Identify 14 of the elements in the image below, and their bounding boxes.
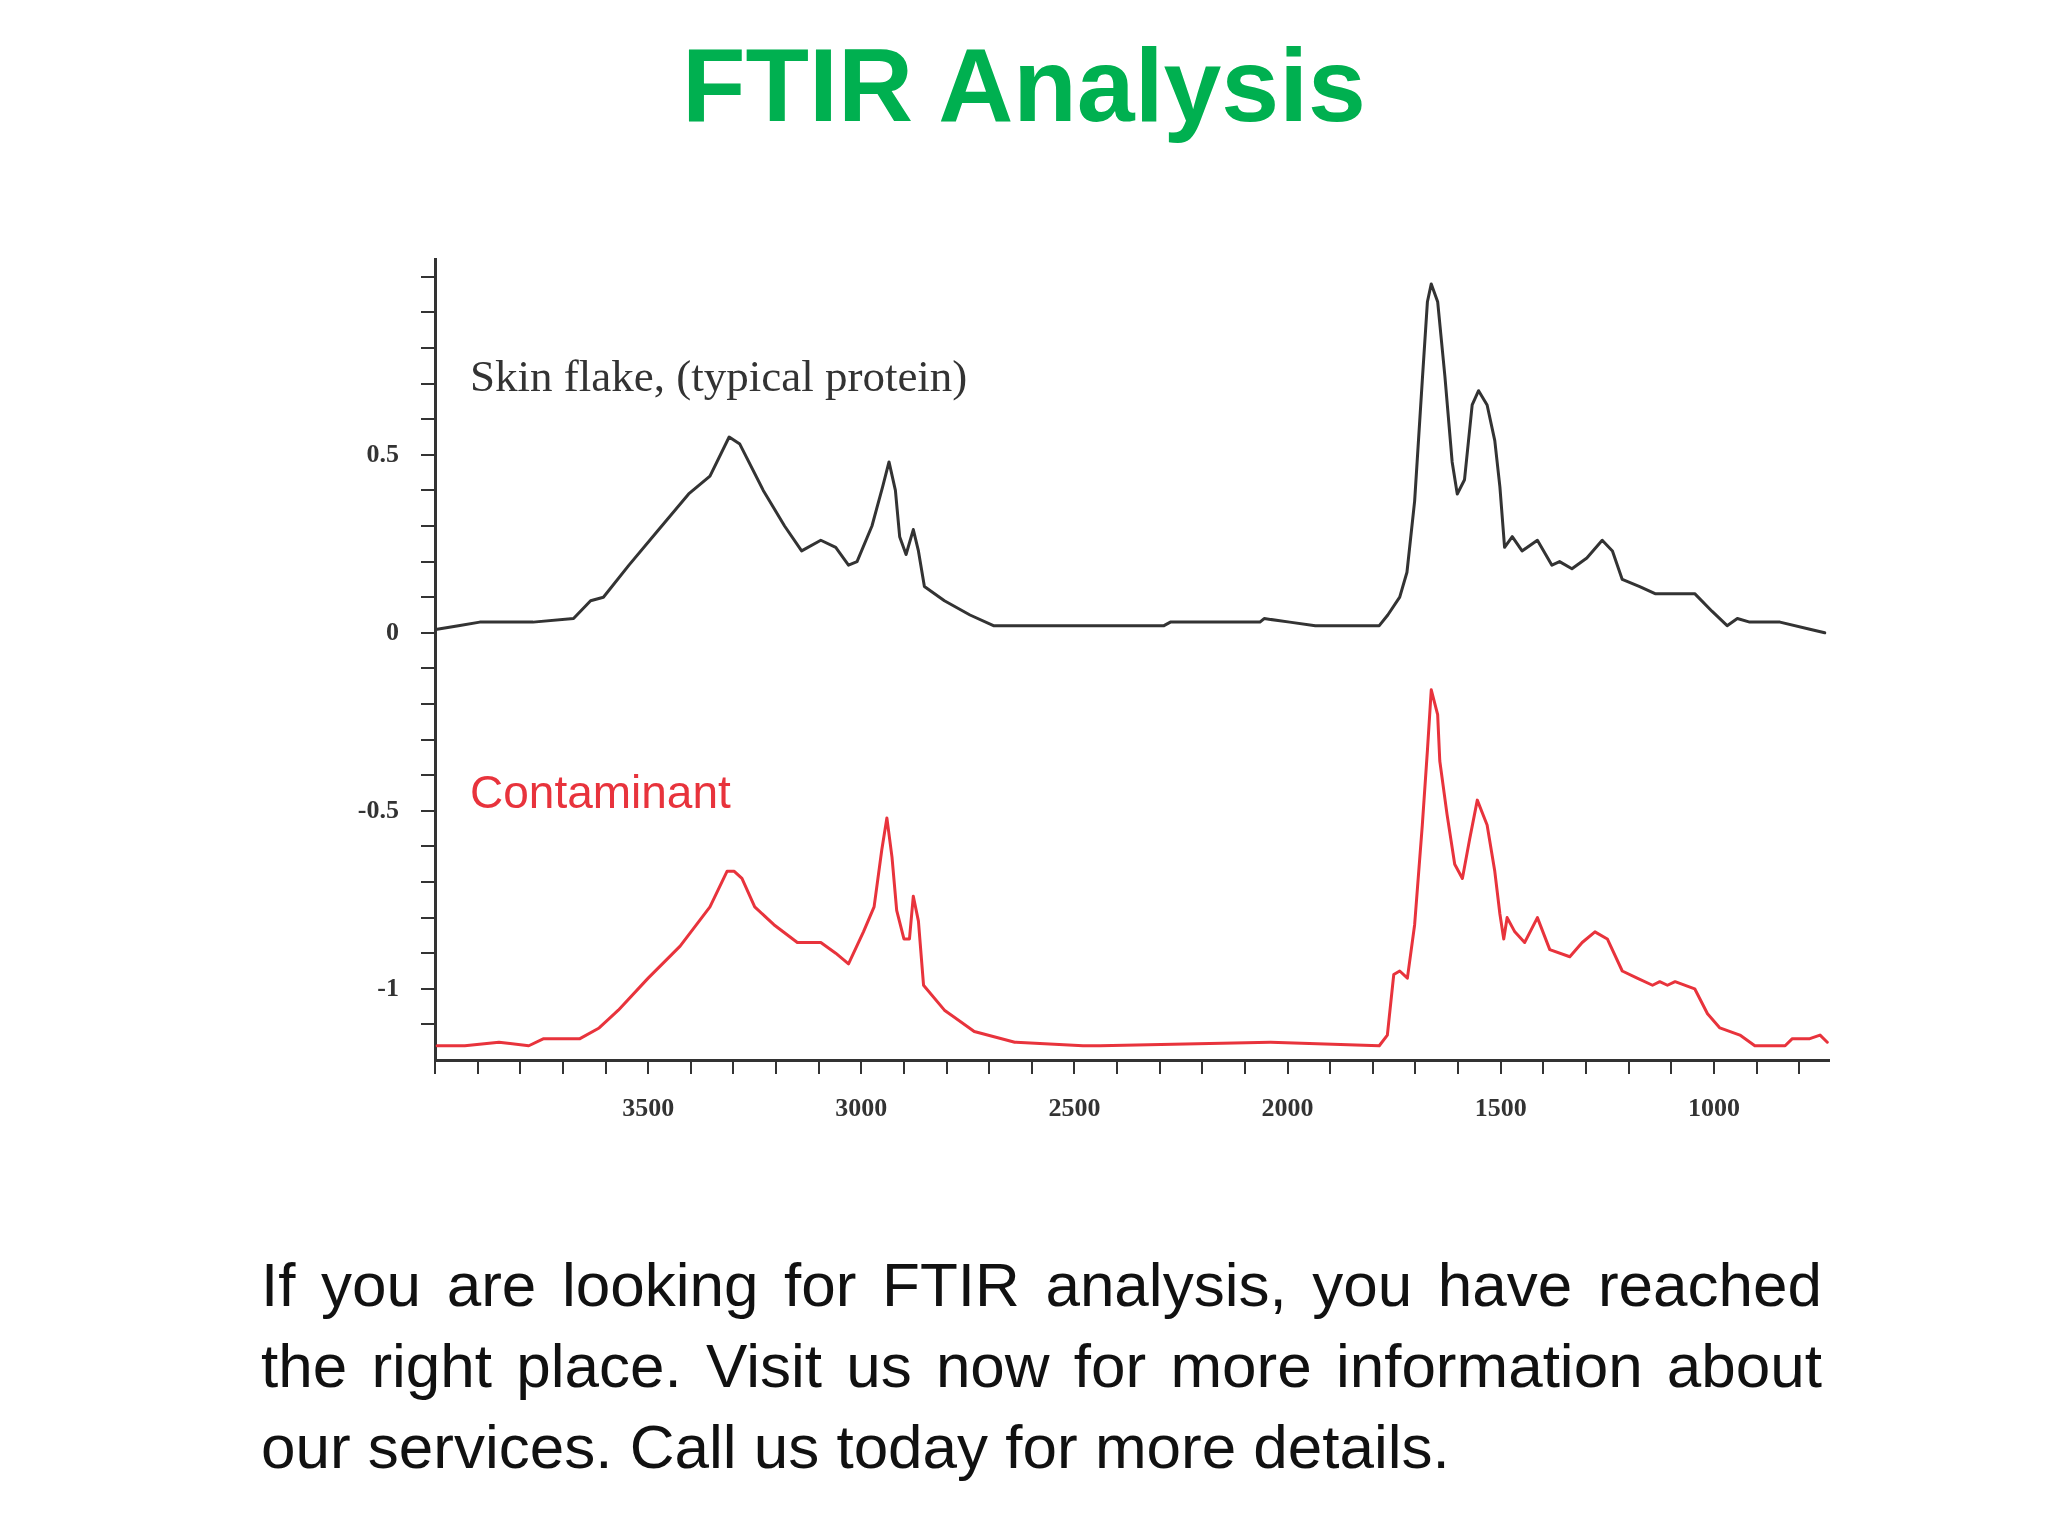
x-tick-label: 3000 (835, 1093, 888, 1123)
y-tick-label: 0 (386, 616, 399, 646)
series-label: Skin flake, (typical protein) (470, 351, 968, 402)
chart-title: FTIR Analysis (681, 27, 1367, 143)
x-tick-label: 3500 (622, 1093, 675, 1123)
x-tick-label: 2500 (1048, 1093, 1101, 1123)
y-tick-label: -1 (377, 972, 399, 1002)
y-tick-label: -0.5 (357, 794, 399, 824)
y-tick-label: 0.5 (366, 438, 399, 468)
series-label: Contaminant (470, 766, 732, 819)
text: If you are looking for FTIR analysis, you have reached the right place. Visit us now for more information about our services. Call us today for more details. (261, 1249, 1822, 1483)
x-tick-label: 1500 (1474, 1093, 1527, 1123)
x-tick-label: 2000 (1261, 1093, 1314, 1123)
x-tick-label: 1000 (1687, 1093, 1740, 1123)
